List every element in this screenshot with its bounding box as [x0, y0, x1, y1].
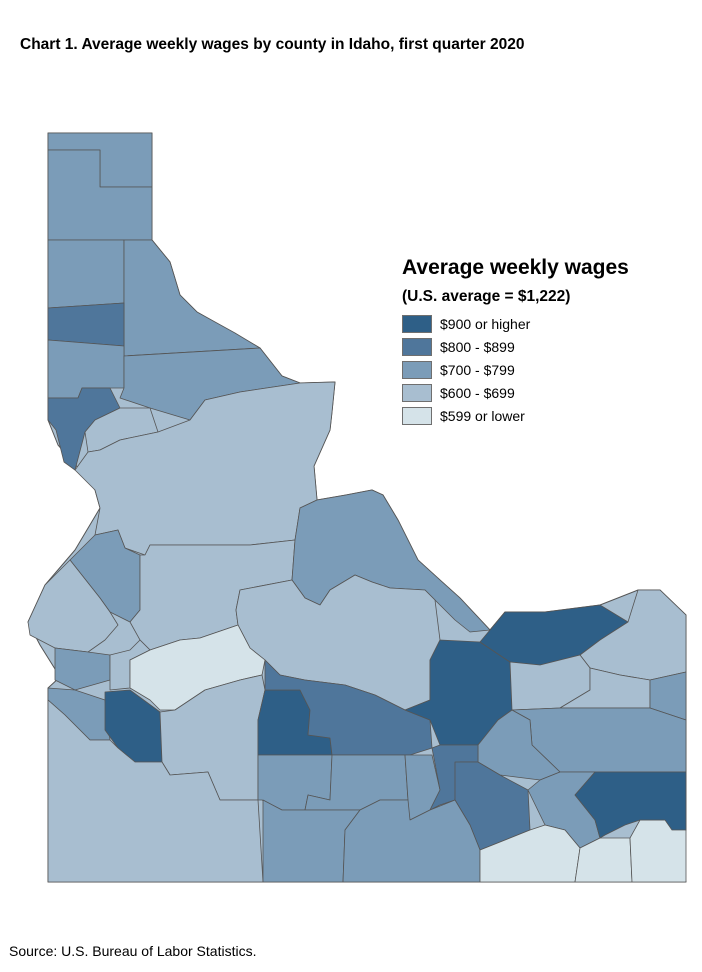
- county-blaine: [264, 659, 433, 756]
- legend-swatch: [402, 383, 432, 402]
- county-oneida: [479, 824, 581, 883]
- legend-swatch: [402, 360, 432, 379]
- source-note: Source: U.S. Bureau of Labor Statistics.: [9, 943, 257, 959]
- legend-item: $599 or lower: [402, 404, 629, 427]
- legend-item: $900 or higher: [402, 312, 629, 335]
- legend-swatch: [402, 314, 432, 333]
- county-benewah: [47, 302, 125, 347]
- legend-label: $900 or higher: [440, 315, 531, 332]
- legend-swatch: [402, 337, 432, 356]
- legend-label: $600 - $699: [440, 384, 515, 401]
- legend-item: $700 - $799: [402, 358, 629, 381]
- chart-title: Chart 1. Average weekly wages by county …: [20, 36, 525, 53]
- legend-label: $700 - $799: [440, 361, 515, 378]
- legend-title: Average weekly wages: [402, 256, 629, 279]
- county-owyhee: [47, 699, 264, 883]
- county-cassia: [342, 799, 481, 883]
- legend-label: $599 or lower: [440, 407, 525, 424]
- county-shoshone: [123, 239, 261, 357]
- legend: Average weekly wages (U.S. average = $1,…: [402, 256, 629, 427]
- legend-item: $800 - $899: [402, 335, 629, 358]
- legend-items: $900 or higher $800 - $899 $700 - $799 $…: [402, 312, 629, 427]
- legend-subtitle: (U.S. average = $1,222): [402, 288, 571, 305]
- legend-label: $800 - $899: [440, 338, 515, 355]
- county-kootenai: [47, 239, 125, 309]
- legend-swatch: [402, 406, 432, 425]
- county-bonneville-east: [574, 771, 687, 839]
- legend-item: $600 - $699: [402, 381, 629, 404]
